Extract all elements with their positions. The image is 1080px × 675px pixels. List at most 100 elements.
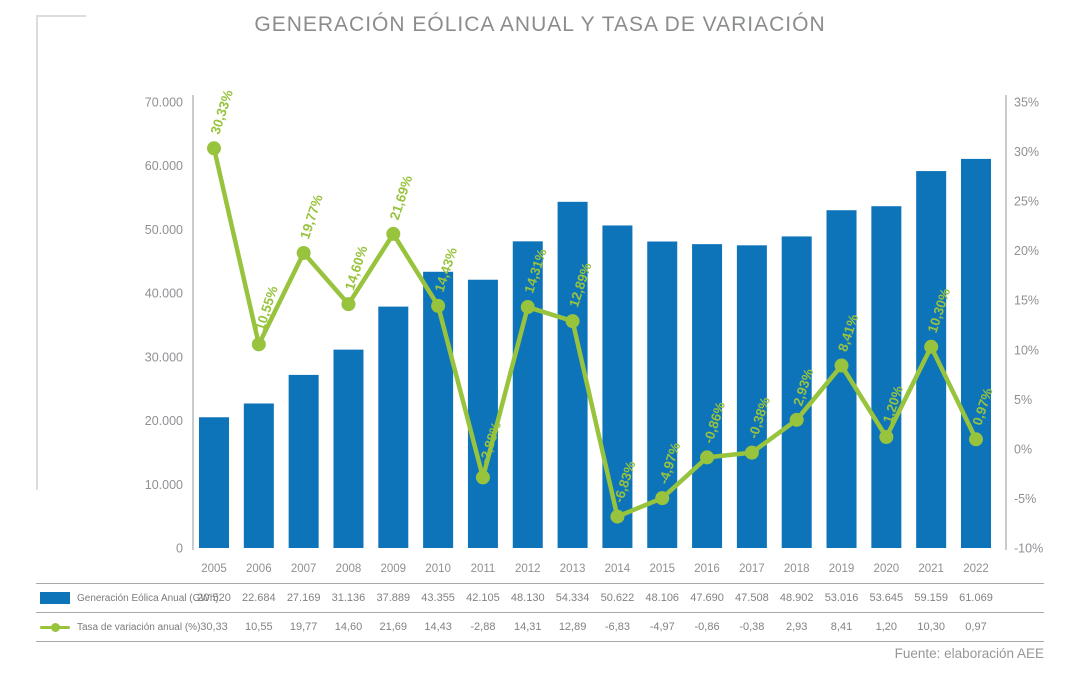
right-axis-tick: 5% [1014, 393, 1032, 407]
table-cell-2021: 59.159 [914, 592, 948, 604]
legend-generation-label: Generación Eólica Anual (GWh) [77, 592, 219, 604]
bar-2008 [333, 349, 364, 548]
variation-line [211, 146, 979, 519]
line-point-2013 [565, 314, 580, 329]
bar-series-swatch-icon [40, 592, 70, 604]
table-cell-2017: -0,38 [739, 621, 765, 633]
x-axis-label-2014: 2014 [605, 563, 631, 575]
x-axis-label-2010: 2010 [425, 563, 451, 575]
combo-chart: 0 10.000 20.000 30.000 40.000 50.000 60.000 70.… [145, 88, 1043, 575]
right-axis-tick: 15% [1014, 294, 1039, 308]
legend-variation-label: Tasa de variación anual (%) [77, 621, 201, 633]
table-cell-2009: 21,69 [379, 621, 408, 633]
line-point-2021 [924, 339, 939, 354]
line-point-2006 [251, 337, 266, 352]
right-axis-tick: 20% [1014, 244, 1039, 258]
x-axis-label-2016: 2016 [694, 563, 720, 575]
table-cell-2012: 48.130 [510, 592, 545, 604]
legend-data-table: Generación Eólica Anual (GWh) 20.520 22.6… [36, 583, 1044, 642]
legend-generation: Generación Eólica Anual (GWh) [40, 584, 219, 612]
line-point-2015 [655, 491, 670, 506]
table-cell-2020: 1,20 [875, 621, 898, 633]
bar-2010 [423, 271, 454, 548]
table-cell-2021: 10,30 [917, 621, 945, 633]
left-axis-tick: 70.000 [145, 96, 183, 110]
left-axis-tick: 50.000 [145, 223, 183, 237]
x-axis-label-2007: 2007 [291, 563, 317, 575]
legend-variation: Tasa de variación anual (%) [40, 613, 200, 641]
table-cell-2016: -0,86 [694, 621, 720, 633]
line-point-label-2008: 14,60% [342, 244, 370, 292]
line-point-2019 [834, 358, 849, 373]
bar-2005 [199, 417, 229, 548]
table-cell-2015: -4,97 [649, 621, 675, 633]
bar-2013 [557, 201, 588, 548]
x-axis-label-2018: 2018 [784, 563, 810, 575]
right-axis-tick: 35% [1014, 96, 1039, 110]
table-cell-2013: 54.334 [555, 592, 590, 604]
bar-2012 [512, 241, 543, 548]
table-cell-2014: 50.622 [600, 592, 635, 604]
bar-2021 [916, 171, 947, 548]
right-axis-tick: 10% [1014, 343, 1039, 357]
table-cell-2007: 19,77 [289, 621, 318, 633]
table-cell-2008: 31.136 [331, 592, 366, 604]
line-point-label-2010: 14,43% [432, 246, 460, 294]
line-point-2008 [341, 297, 356, 312]
table-cell-2008: 14,60 [334, 621, 363, 633]
x-axis-label-2013: 2013 [560, 563, 586, 575]
x-axis-label-2006: 2006 [246, 563, 272, 575]
bar-2018 [781, 236, 812, 549]
line-point-2005 [207, 141, 221, 156]
table-cell-2022: 0,97 [965, 621, 987, 633]
left-axis-tick: 10.000 [145, 478, 183, 492]
left-axis-tick: 60.000 [145, 159, 183, 173]
line-series-swatch-icon [40, 621, 70, 633]
table-row-generation: Generación Eólica Anual (GWh) 20.520 22.6… [36, 584, 1044, 613]
table-cell-2007: 27.169 [286, 592, 321, 604]
x-axis-label-2005: 2005 [201, 563, 227, 575]
table-cell-2017: 47.508 [735, 592, 769, 604]
left-axis-tick: 40.000 [145, 287, 183, 301]
table-cell-2018: 48.902 [779, 592, 814, 604]
table-cell-2010: 14,43 [424, 621, 452, 633]
chart-title: GENERACIÓN EÓLICA ANUAL Y TASA DE VARIAC… [254, 13, 826, 36]
line-point-label-2005: 30,33% [208, 88, 236, 136]
x-axis-label-2022: 2022 [963, 563, 989, 575]
table-cell-2012: 14,31 [513, 621, 542, 633]
x-axis-label-2009: 2009 [380, 563, 406, 575]
bar-2017 [736, 245, 767, 549]
table-cell-2022: 61.069 [959, 592, 993, 604]
line-point-2011 [475, 470, 490, 485]
line-point-2012 [520, 300, 535, 315]
line-point-2018 [789, 412, 804, 427]
line-point-label-2007: 19,77% [297, 193, 325, 241]
right-axis-tick: -5% [1014, 492, 1036, 506]
x-axis-label-2020: 2020 [874, 563, 900, 575]
line-point-2020 [879, 429, 894, 444]
x-axis-label-2012: 2012 [515, 563, 541, 575]
bar-2011 [467, 279, 498, 548]
table-cell-2009: 37.889 [376, 592, 411, 604]
bar-2006 [243, 403, 274, 548]
table-cell-2010: 43.355 [421, 592, 455, 604]
table-cell-2005: 20.520 [197, 592, 231, 604]
table-cell-2013: 12,89 [558, 621, 587, 633]
line-point-2017 [744, 445, 759, 460]
line-point-label-2009: 21,69% [387, 174, 415, 222]
table-cell-2020: 53.645 [869, 592, 904, 604]
table-cell-2016: 47.690 [690, 592, 724, 604]
line-point-2010 [431, 298, 446, 313]
table-cell-2006: 10,55 [245, 621, 273, 633]
source-note: Fuente: elaboración AEE [894, 646, 1044, 661]
table-cell-2011: 42.105 [466, 592, 500, 604]
line-point-2007 [296, 245, 311, 260]
table-cell-2015: 48.106 [645, 592, 680, 604]
left-axis-tick: 20.000 [145, 414, 183, 428]
bar-2022 [961, 158, 991, 548]
right-axis-tick: -10% [1014, 542, 1043, 556]
corner-bracket-decoration [36, 15, 86, 490]
left-axis-tick: 30.000 [145, 350, 183, 364]
right-axis-tick: 0% [1014, 442, 1032, 456]
